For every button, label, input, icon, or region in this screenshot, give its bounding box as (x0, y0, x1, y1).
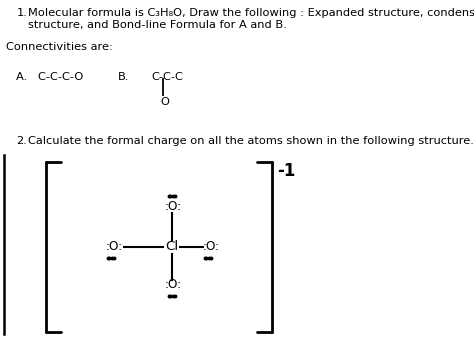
Text: Connectivities are:: Connectivities are: (6, 42, 113, 52)
Text: B.: B. (118, 72, 130, 82)
Text: C-C-C: C-C-C (152, 72, 183, 82)
Text: structure, and Bond-line Formula for A and B.: structure, and Bond-line Formula for A a… (28, 20, 287, 30)
Text: -1: -1 (277, 162, 295, 180)
Text: Molecular formula is C₃H₈O, Draw the following : Expanded structure, condensed: Molecular formula is C₃H₈O, Draw the fol… (28, 8, 474, 18)
Text: :O:: :O: (165, 278, 182, 291)
Text: Cl: Cl (165, 240, 178, 253)
Text: 1.: 1. (16, 8, 27, 18)
Text: :O:: :O: (203, 240, 220, 253)
Text: 2.: 2. (16, 136, 27, 146)
Text: Calculate the formal charge on all the atoms shown in the following structure.: Calculate the formal charge on all the a… (28, 136, 474, 146)
Text: A.   C-C-C-O: A. C-C-C-O (16, 72, 83, 82)
Text: :O:: :O: (106, 240, 123, 253)
Text: :O:: :O: (165, 200, 182, 213)
Text: O: O (161, 97, 169, 107)
